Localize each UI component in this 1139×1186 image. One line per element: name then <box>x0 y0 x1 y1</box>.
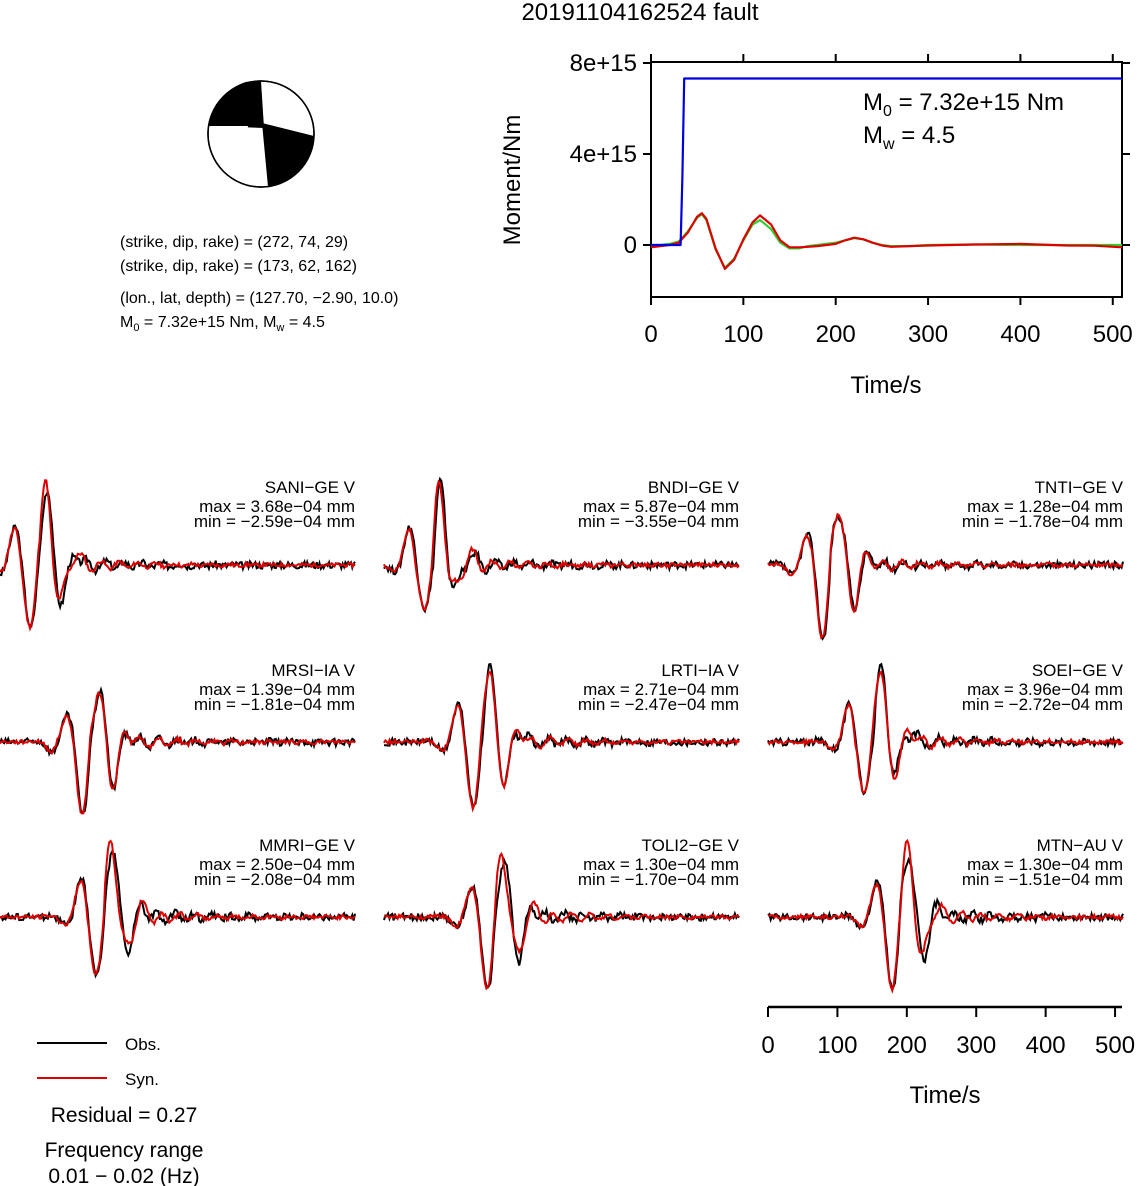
station-name: SANI−GE V <box>265 478 356 497</box>
station-name: MRSI−IA V <box>271 661 355 680</box>
station-min: min = −2.59e−04 mm <box>194 512 355 531</box>
legend-obs: Obs. <box>125 1035 161 1054</box>
moment-series-line <box>651 77 1122 247</box>
station-name: MMRI−GE V <box>259 836 356 855</box>
synthetic-waveform <box>767 838 1124 994</box>
station-min: min = −1.78e−04 mm <box>962 512 1123 531</box>
legend: Obs. Syn. Residual = 0.27 Frequency rang… <box>37 1035 203 1186</box>
mechanism-line-3: (lon., lat, depth) = (127.70, −2.90, 10.… <box>120 290 398 307</box>
moment-xlabel: Time/s <box>850 372 921 399</box>
moment-mw-label: Mw = 4.5 <box>863 122 955 153</box>
synthetic-waveform <box>0 479 356 632</box>
observed-waveform <box>767 513 1124 641</box>
observed-waveform <box>0 686 356 814</box>
synthetic-waveform <box>767 512 1124 640</box>
figure-title: 20191104162524 fault <box>521 0 758 26</box>
moment-ytick-label: 8e+15 <box>570 50 637 77</box>
bottom-axis-ticks: 0 100 200 300 400 500 <box>761 1007 1135 1059</box>
station-min: min = −1.51e−04 mm <box>962 870 1123 889</box>
station-name: LRTI−IA V <box>661 661 739 680</box>
moment-panel-frame <box>650 61 1123 298</box>
synthetic-waveform <box>0 839 356 976</box>
mechanism-line-2: (strike, dip, rake) = (173, 62, 162) <box>120 258 357 275</box>
station-min: min = −1.70e−04 mm <box>578 870 739 889</box>
bottom-xtick-label: 500 <box>1095 1032 1135 1059</box>
moment-xtick-label: 100 <box>723 321 763 348</box>
legend-syn: Syn. <box>125 1070 159 1089</box>
station-max: max = 5.87e−04 mm <box>583 497 739 516</box>
synthetic-waveform <box>0 690 356 815</box>
bottom-xtick-label: 400 <box>1026 1032 1066 1059</box>
residual-text: Residual = 0.27 <box>51 1104 198 1127</box>
synthetic-waveform <box>383 670 740 813</box>
bottom-time-axis: 0 100 200 300 400 500 Time/s <box>761 1005 1135 1109</box>
mechanism-line-1: (strike, dip, rake) = (272, 74, 29) <box>120 234 348 251</box>
frequency-value: 0.01 − 0.02 (Hz) <box>48 1165 199 1186</box>
bottom-xtick-label: 200 <box>887 1032 927 1059</box>
station-max: max = 1.30e−04 mm <box>583 855 739 874</box>
station-max: max = 1.39e−04 mm <box>199 680 355 699</box>
synthetic-waveform <box>383 851 740 991</box>
station-max: max = 1.28e−04 mm <box>967 497 1123 516</box>
station-name: MTN−AU V <box>1037 836 1124 855</box>
station-min: min = −1.81e−04 mm <box>194 695 355 714</box>
moment-ytick-label: 0 <box>624 232 637 259</box>
station-max: max = 2.71e−04 mm <box>583 680 739 699</box>
bottom-xtick-label: 100 <box>817 1032 857 1059</box>
station-min: min = −3.55e−04 mm <box>578 512 739 531</box>
moment-m0-label: M0 = 7.32e+15 Nm <box>863 89 1064 120</box>
observed-waveform <box>383 476 740 614</box>
synthetic-waveform <box>767 670 1124 795</box>
station-min: min = −2.08e−04 mm <box>194 870 355 889</box>
bottom-xtick-label: 300 <box>956 1032 996 1059</box>
observed-waveform <box>383 662 740 809</box>
bottom-xlabel: Time/s <box>909 1082 980 1109</box>
moment-ylabel: Moment/Nm <box>499 115 526 246</box>
synthetic-waveform <box>383 479 740 612</box>
moment-ytick-label: 4e+15 <box>570 141 637 168</box>
station-max: max = 2.50e−04 mm <box>199 855 355 874</box>
frequency-title: Frequency range <box>45 1139 204 1162</box>
moment-xtick-label: 500 <box>1093 321 1133 348</box>
moment-xtick-label: 400 <box>1000 321 1040 348</box>
moment-xtick-label: 0 <box>644 321 657 348</box>
station-name: TNTI−GE V <box>1035 478 1124 497</box>
moment-series <box>650 77 1123 270</box>
moment-axis-ticks: 8e+15 4e+15 0 0 100 200 300 400 500 <box>570 50 1133 348</box>
moment-xtick-label: 300 <box>908 321 948 348</box>
station-min: min = −2.47e−04 mm <box>578 695 739 714</box>
mechanism-moment-text: M0 = 7.32e+15 Nm, Mw = 4.5 <box>120 314 325 334</box>
station-name: TOLI2−GE V <box>642 836 740 855</box>
moment-panel: 8e+15 4e+15 0 0 100 200 300 400 500 M0 = 7.32e+1… <box>499 50 1133 399</box>
bottom-xtick-label: 0 <box>761 1032 774 1059</box>
station-max: max = 3.68e−04 mm <box>199 497 355 516</box>
station-max: max = 1.30e−04 mm <box>967 855 1123 874</box>
beachball-icon <box>207 80 315 188</box>
moment-series-line <box>650 212 1123 270</box>
station-name: SOEI−GE V <box>1032 661 1124 680</box>
station-max: max = 3.96e−04 mm <box>967 680 1123 699</box>
station-min: min = −2.72e−04 mm <box>962 695 1123 714</box>
station-name: BNDI−GE V <box>648 478 740 497</box>
moment-xtick-label: 200 <box>816 321 856 348</box>
